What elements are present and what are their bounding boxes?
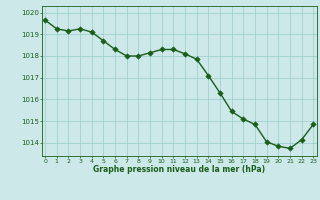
- X-axis label: Graphe pression niveau de la mer (hPa): Graphe pression niveau de la mer (hPa): [93, 165, 265, 174]
